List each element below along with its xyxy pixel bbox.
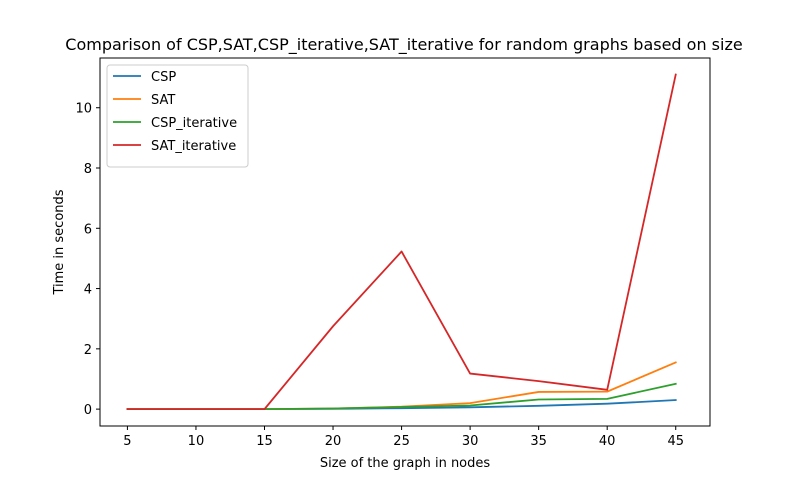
legend-box — [106, 64, 249, 168]
x-tick-label: 10 — [188, 434, 205, 449]
x-tick-label: 30 — [462, 434, 479, 449]
y-tick-label: 8 — [84, 162, 92, 177]
x-tick-label: 35 — [530, 434, 547, 449]
y-axis-label: Time in seconds — [52, 189, 67, 295]
y-tick-label: 4 — [84, 283, 92, 298]
x-tick-label: 45 — [667, 434, 684, 449]
y-tick-label: 10 — [75, 102, 92, 117]
legend-label: SAT_iterative — [151, 139, 236, 154]
y-tick-label: 2 — [84, 343, 92, 358]
x-tick-label: 5 — [123, 434, 131, 449]
legend-label: CSP — [151, 70, 176, 85]
y-tick-label: 0 — [84, 403, 92, 418]
legend-label: CSP_iterative — [151, 116, 237, 131]
x-tick-label: 20 — [325, 434, 342, 449]
x-tick-label: 15 — [256, 434, 273, 449]
legend: CSP SAT CSP_iterative SAT_iterative — [106, 64, 249, 168]
plot-area — [126, 73, 677, 411]
series-line-sat-iterative — [126, 73, 677, 411]
plot-frame — [99, 57, 711, 427]
chart-title: Comparison of CSP,SAT,CSP_iterative,SAT_… — [65, 35, 742, 55]
y-tick-label: 6 — [84, 222, 92, 237]
x-axis-label: Size of the graph in nodes — [320, 456, 491, 471]
series-line-sat — [126, 361, 677, 411]
x-tick-label: 25 — [393, 434, 410, 449]
x-tick-label: 40 — [599, 434, 616, 449]
legend-label: SAT — [151, 93, 175, 108]
